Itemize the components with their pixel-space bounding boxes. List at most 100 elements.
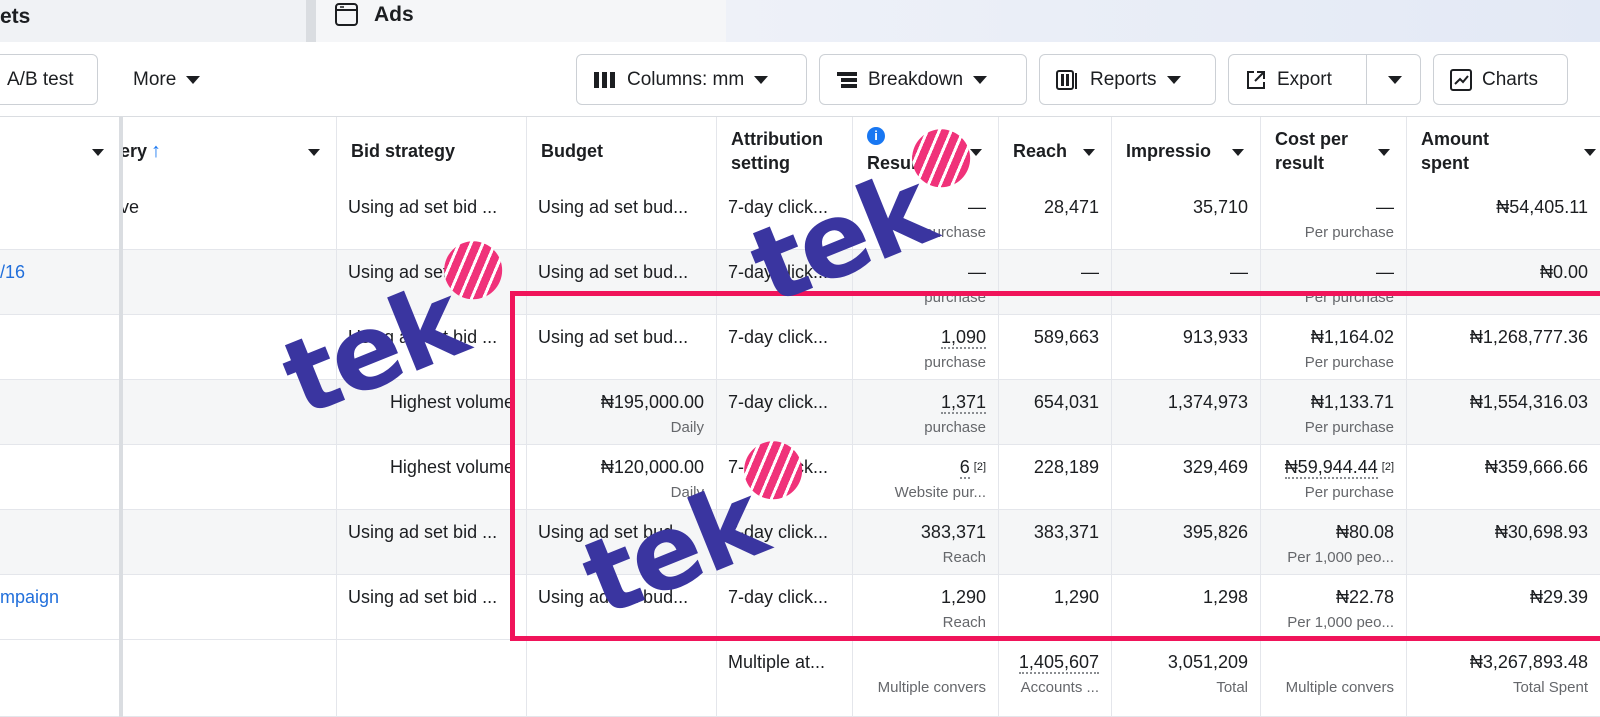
cell-text: 35,710 — [1192, 197, 1248, 217]
table-cell: 589,663 — [998, 315, 1111, 380]
column-header[interactable]: Reach — [998, 117, 1111, 185]
tab-ad-sets[interactable]: ets — [0, 0, 306, 42]
header-label: Bid strategy — [351, 141, 456, 161]
column-header[interactable]: Budget — [526, 117, 716, 185]
table-cell: — Per purchase — [1260, 185, 1406, 250]
cell-text: Multiple at... — [728, 652, 826, 672]
table-cell: ₦195,000.00 Daily — [526, 380, 716, 445]
cell-value: ₦80.08 — [1335, 522, 1394, 542]
column-header[interactable]: Impressio — [1111, 117, 1260, 185]
cell-value: — — [1376, 262, 1394, 282]
table-cell: ₦359,666.66 — [1406, 445, 1600, 510]
cell-text: Using ad set bid ... — [348, 522, 498, 542]
table-cell: 7-day click... — [716, 380, 852, 445]
table-cell: Using ad set bid ... — [336, 315, 526, 380]
cell-main: 1,290 — [864, 585, 986, 609]
table-cell: 329,469 — [1111, 445, 1260, 510]
table-cell: /16 — [0, 250, 120, 315]
cell-value: 383,371 — [920, 522, 986, 542]
table-row — [0, 250, 1600, 315]
footnote: [2] — [1381, 461, 1394, 473]
column-divider — [526, 117, 527, 717]
cell-main: — — [864, 195, 986, 219]
table-cell: — purchase — [852, 185, 998, 250]
column-header[interactable]: Attribution setting — [716, 117, 852, 185]
cell-subtext: purchase — [924, 224, 986, 241]
header-caret — [1083, 149, 1095, 156]
cell-text[interactable]: /16 — [0, 262, 26, 282]
cell-text: 383,371 — [1033, 522, 1099, 542]
cell-text: ₦29.39 — [1529, 587, 1588, 607]
table-cell: Using ad set bud... — [526, 250, 716, 315]
cell-text: ₦0.00 — [1539, 262, 1588, 282]
table-cell: ₦54,405.11 — [1406, 185, 1600, 250]
cell-main: 1,405,607 — [1010, 650, 1099, 674]
column-header[interactable] — [0, 117, 120, 185]
cell-text: Using ad set bud... — [538, 522, 689, 542]
cell-text: Highest volume — [389, 457, 514, 477]
table-cell: mpaign — [0, 575, 120, 640]
table-top-border — [0, 116, 1600, 117]
cell-text: 7-day click... — [728, 327, 829, 347]
export-button[interactable]: Export — [1228, 54, 1421, 105]
cell-subtext: Multiple convers — [877, 679, 986, 696]
cell-text: — — [1230, 262, 1248, 282]
table-cell: 913,933 — [1111, 315, 1260, 380]
ab-test-button[interactable]: A/B test — [0, 54, 98, 105]
table-cell: Using ad set bid ... — [336, 575, 526, 640]
table-cell: ₦30,698.93 — [1406, 510, 1600, 575]
columns-button[interactable]: Columns: mm — [576, 54, 807, 105]
cell-subtext: Accounts ... — [1020, 679, 1099, 696]
info-icon: i — [867, 127, 885, 145]
cell-value: 1,090 — [940, 327, 986, 349]
breakdown-button[interactable]: Breakdown — [819, 54, 1027, 105]
sort-arrow: ↑ — [151, 140, 162, 162]
table-cell: 7-day click... — [716, 510, 852, 575]
header-label: Budget — [541, 141, 603, 161]
cell-text: 7-day click... — [728, 197, 829, 217]
column-divider — [1111, 117, 1112, 717]
table-cell: 654,031 — [998, 380, 1111, 445]
more-button[interactable]: More — [116, 54, 226, 105]
table-cell: 228,189 — [998, 445, 1111, 510]
table-row — [0, 510, 1600, 575]
export-menu[interactable] — [1366, 55, 1422, 104]
table-cell: 383,371 — [998, 510, 1111, 575]
table-cell: Highest volume — [336, 445, 526, 510]
footnote: [2] — [973, 461, 986, 473]
button-label: Breakdown — [868, 68, 964, 90]
column-header[interactable]: ery ↑ — [120, 117, 336, 185]
header-label: Impressio — [1126, 141, 1212, 161]
cell-main — [1272, 650, 1394, 674]
table-row — [0, 640, 1600, 717]
cell-subtext: Daily — [670, 419, 704, 436]
tab-label: ets — [0, 5, 31, 28]
table-cell: Using ad set bud... — [526, 315, 716, 380]
cell-subtext: Total — [1216, 679, 1248, 696]
cell-subtext: purchase — [924, 419, 986, 436]
table-row — [0, 380, 1600, 445]
cell-text: 1,290 — [1053, 587, 1099, 607]
cell-value: ₦120,000.00 — [600, 457, 704, 477]
column-header[interactable]: Amount spent — [1406, 117, 1600, 185]
button-label: Charts — [1482, 68, 1538, 90]
cell-text[interactable]: mpaign — [0, 587, 60, 607]
column-divider — [998, 117, 999, 717]
cell-main: ₦59,944.44 [2] — [1272, 455, 1394, 479]
table-cell: Highest volume — [336, 380, 526, 445]
reports-button[interactable]: Reports — [1039, 54, 1216, 105]
cell-subtext: Total Spent — [1512, 679, 1588, 696]
table-cell: Using ad set bud... — [526, 185, 716, 250]
column-divider — [336, 117, 337, 717]
column-header[interactable]: Bid strategy — [336, 117, 526, 185]
cell-text: 329,469 — [1182, 457, 1248, 477]
header-caret — [92, 149, 104, 156]
cell-subtext: Reach — [942, 614, 986, 631]
column-header[interactable]: Cost per result — [1260, 117, 1406, 185]
table-cell: ₦3,267,893.48 Total Spent — [1406, 640, 1600, 717]
cell-main: ₦80.08 — [1272, 520, 1394, 544]
charts-button[interactable]: Charts — [1433, 54, 1568, 105]
tab-ads[interactable]: Ads — [316, 0, 726, 42]
cell-subtext: purchase — [924, 354, 986, 371]
